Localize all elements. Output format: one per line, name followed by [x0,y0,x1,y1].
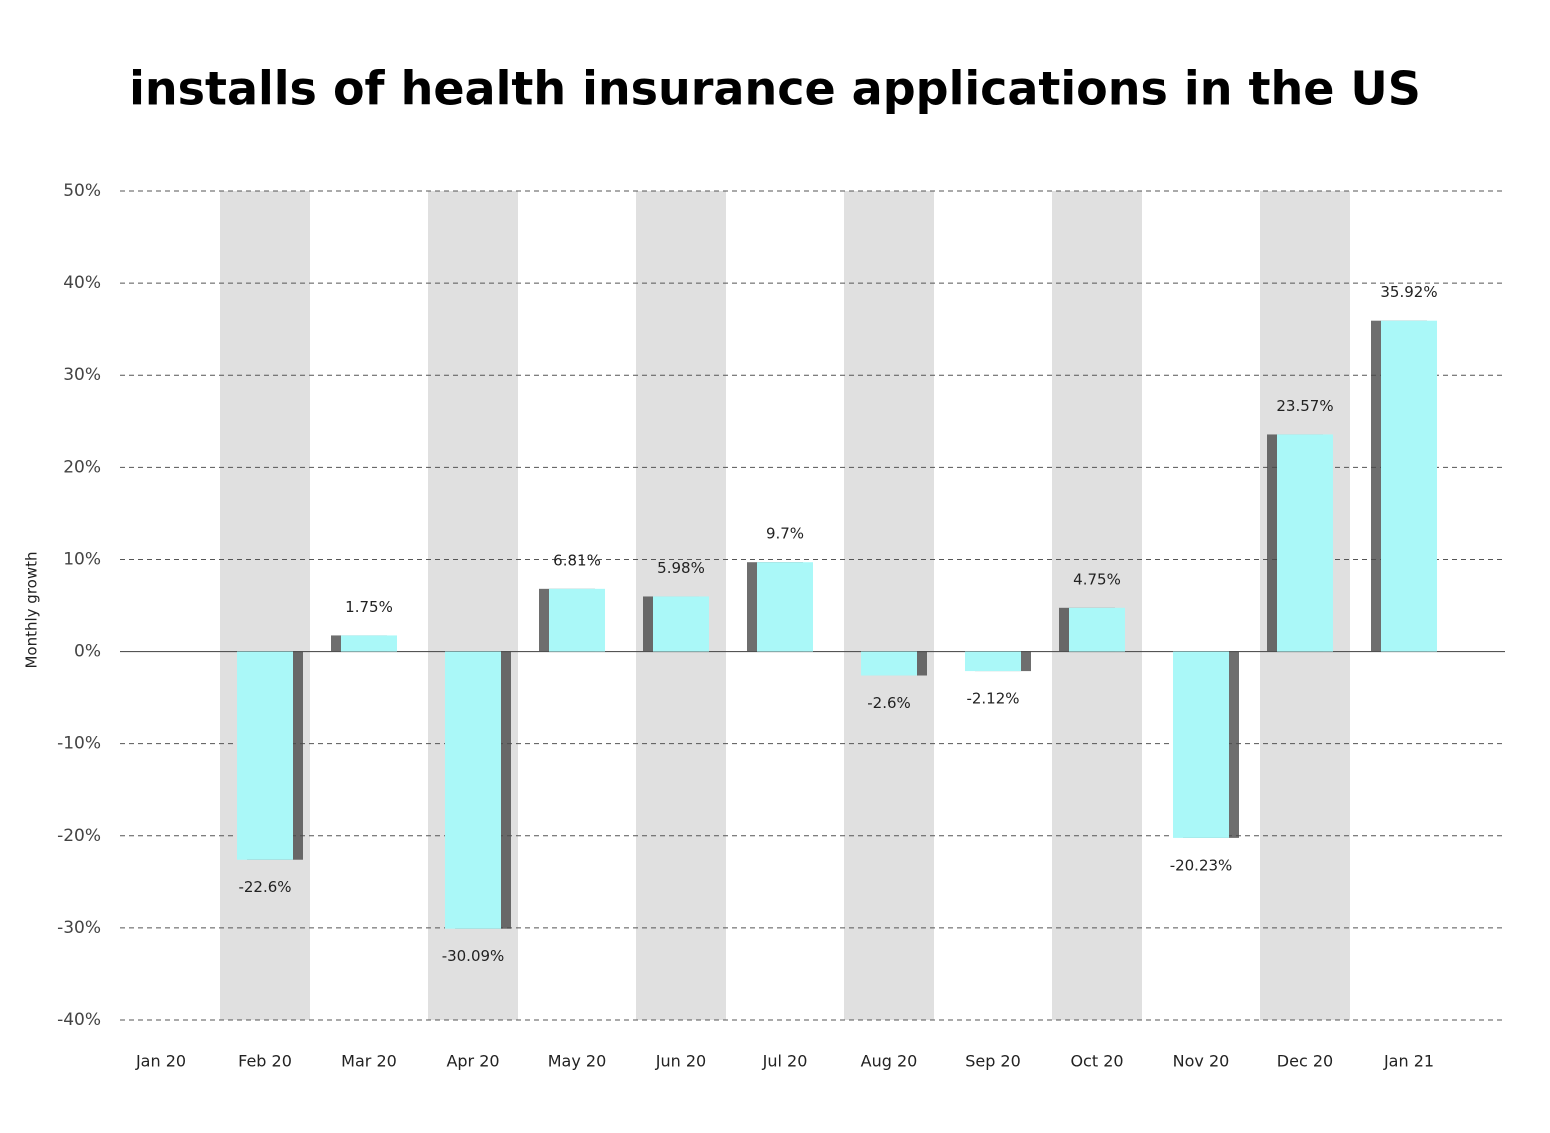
y-tick-label: -20% [57,826,101,846]
value-label: -22.6% [238,878,291,896]
chart-title: installs of health insurance application… [129,62,1421,116]
column-band [844,191,934,1020]
y-tick-label: -10% [57,734,101,754]
value-label: 23.57% [1276,397,1333,415]
y-tick-label: -30% [57,918,101,938]
bar [1381,320,1437,652]
x-tick-label: Jul 20 [762,1052,808,1071]
x-tick-label: Aug 20 [861,1052,918,1071]
value-label: 1.75% [345,598,393,616]
bar [1277,434,1333,652]
bar [653,596,709,652]
bar [237,651,293,860]
x-tick-label: May 20 [548,1052,607,1071]
x-tick-label: Oct 20 [1070,1052,1123,1071]
x-tick-label: Dec 20 [1277,1052,1333,1071]
column-band [1052,191,1142,1020]
value-label: -30.09% [442,947,505,965]
y-tick-label: 50% [63,181,101,201]
x-tick-label: Apr 20 [446,1052,499,1071]
x-tick-label: Sep 20 [965,1052,1021,1071]
bar [1069,607,1125,652]
column-band [220,191,310,1020]
bar [861,651,917,676]
x-tick-label: Jan 21 [1383,1052,1434,1071]
value-label: -2.6% [867,694,911,712]
bar [1173,651,1229,838]
x-tick-label: Jun 20 [655,1052,706,1071]
bar [445,651,501,929]
x-tick-label: Jan 20 [135,1052,186,1071]
value-label: -2.12% [966,690,1019,708]
y-tick-label: 20% [63,457,101,477]
y-tick-label: -40% [57,1010,101,1030]
value-label: 9.7% [766,525,804,543]
y-tick-label: 0% [74,642,101,662]
x-tick-label: Nov 20 [1173,1052,1230,1071]
bar [965,651,1021,672]
y-tick-label: 30% [63,365,101,385]
y-tick-label: 10% [63,549,101,569]
value-label: 35.92% [1380,283,1437,301]
x-tick-label: Feb 20 [238,1052,292,1071]
value-label: 6.81% [553,551,601,569]
y-tick-label: 40% [63,273,101,293]
value-label: 4.75% [1073,570,1121,588]
value-label: -20.23% [1170,856,1233,874]
bar [757,562,813,652]
x-tick-label: Mar 20 [341,1052,397,1071]
bar [341,635,397,652]
bar [549,588,605,652]
value-label: 5.98% [657,559,705,577]
y-axis-title: Monthly growth [23,551,41,668]
